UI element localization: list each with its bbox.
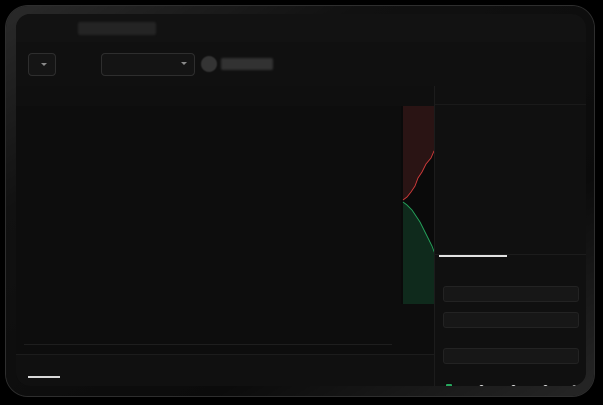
slider-handle[interactable] bbox=[445, 383, 453, 386]
market-subheader bbox=[16, 42, 586, 87]
order-amount-input[interactable] bbox=[443, 312, 579, 328]
depth-curve-svg bbox=[402, 106, 440, 304]
volume-histogram bbox=[16, 304, 434, 354]
order-side-tabs bbox=[435, 254, 586, 277]
coin-avatar bbox=[201, 56, 217, 72]
slider-stop-75[interactable] bbox=[543, 384, 548, 386]
okx-logo[interactable] bbox=[28, 23, 68, 35]
orders-panel bbox=[16, 354, 434, 386]
active-tab-underline bbox=[28, 376, 60, 378]
chevron-down-icon bbox=[181, 62, 187, 65]
volume-baseline bbox=[24, 344, 392, 345]
trading-pair-select[interactable] bbox=[101, 53, 195, 76]
search-input[interactable] bbox=[78, 22, 156, 35]
orderbook-header bbox=[435, 86, 586, 105]
buy-tab-underline bbox=[439, 255, 507, 257]
order-price-input[interactable] bbox=[443, 286, 579, 302]
orderbook-and-order-form bbox=[434, 86, 586, 386]
order-total-input[interactable] bbox=[443, 348, 579, 364]
top-navigation-bar bbox=[16, 14, 586, 42]
trading-mode-selector[interactable] bbox=[28, 53, 56, 76]
app-screen bbox=[16, 14, 586, 386]
amount-percent-slider[interactable] bbox=[445, 383, 577, 386]
slider-stop-100[interactable] bbox=[572, 384, 577, 386]
slider-stop-50[interactable] bbox=[511, 384, 516, 386]
chevron-down-icon bbox=[41, 63, 47, 66]
price-candlestick-chart[interactable] bbox=[16, 106, 434, 304]
slider-stop-25[interactable] bbox=[479, 384, 484, 386]
pair-name-label bbox=[221, 58, 273, 70]
device-frame bbox=[6, 6, 594, 396]
chart-toolbar bbox=[16, 86, 434, 107]
